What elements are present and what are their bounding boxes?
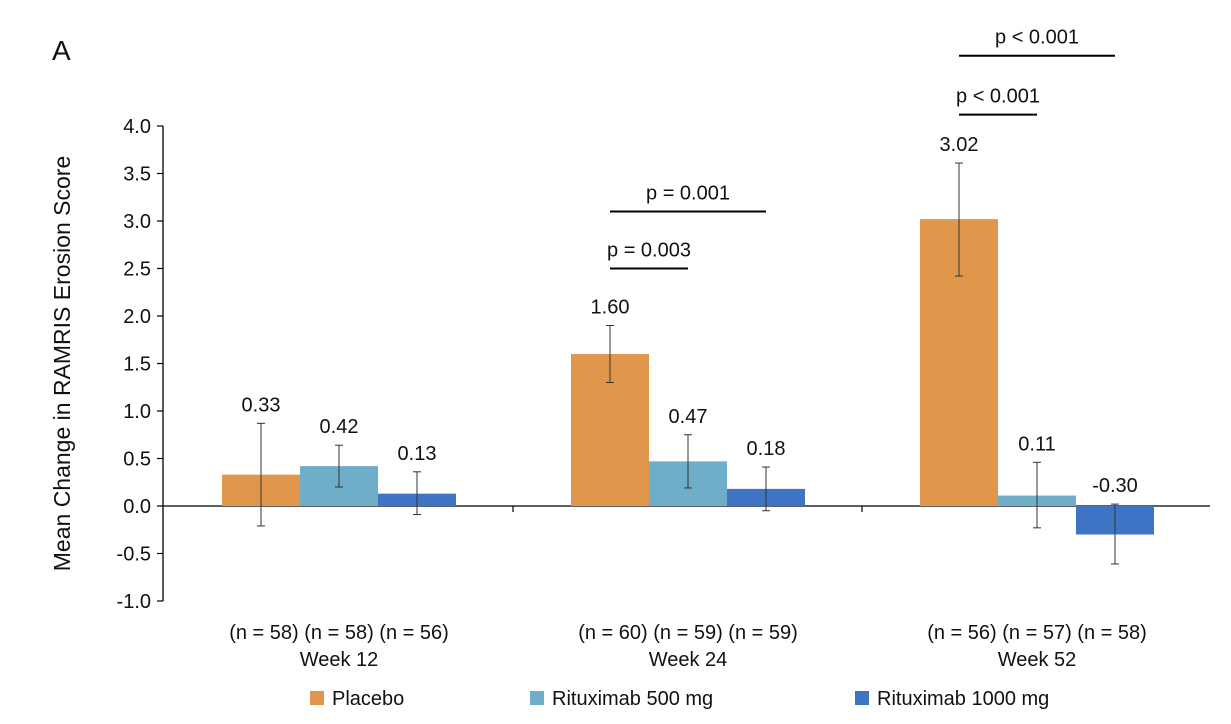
y-tick-label: 4.0 [123,116,151,138]
y-tick-label: 3.0 [123,211,151,233]
data-label: 0.13 [398,443,437,465]
y-tick-label: 1.5 [123,354,151,376]
data-label: 0.33 [242,394,281,416]
data-label: 0.47 [669,406,708,428]
sample-size-label: (n = 60) (n = 59) (n = 59) [578,622,798,644]
panel-label: A [52,35,71,66]
significance-label: p = 0.003 [607,240,691,262]
y-axis-label: Mean Change in RAMRIS Erosion Score [49,156,75,571]
significance-brackets: p = 0.003 p = 0.001 p < 0.001 p < 0.001 [607,27,1115,270]
significance-label: p < 0.001 [956,86,1040,108]
x-tick-label: Week 12 [300,649,379,671]
y-tick-label: 2.5 [123,259,151,281]
legend-label: Rituximab 1000 mg [877,688,1049,710]
y-tick-label: 2.0 [123,306,151,328]
y-tick-label: 0.0 [123,496,151,518]
legend: Placebo Rituximab 500 mg Rituximab 1000 mg [310,688,1049,710]
data-labels: 0.33 1.60 3.02 0.42 0.47 0.11 0.13 0.18 -0.30 [242,134,1138,497]
data-label: 0.11 [1018,433,1055,455]
legend-label: Placebo [332,688,404,710]
data-label: -0.30 [1092,475,1138,497]
y-tick-label: 0.5 [123,449,151,471]
y-tick-label: 3.5 [123,164,151,186]
sample-size-label: (n = 58) (n = 58) (n = 56) [229,622,449,644]
error-bars [257,162,1119,565]
sample-size-label: (n = 56) (n = 57) (n = 58) [927,622,1147,644]
data-label: 0.42 [320,416,359,438]
legend-swatch [855,691,869,705]
y-tick-label: 1.0 [123,401,151,423]
significance-label: p < 0.001 [995,27,1079,49]
data-label: 0.18 [747,438,786,460]
legend-swatch [530,691,544,705]
y-tick-label: -0.5 [117,544,151,566]
x-tick-label: Week 24 [649,649,728,671]
y-tick-label: -1.0 [117,591,151,613]
legend-swatch [310,691,324,705]
data-label: 3.02 [940,134,979,156]
legend-label: Rituximab 500 mg [552,688,713,710]
x-tick-label: Week 52 [998,649,1077,671]
data-label: 1.60 [591,297,630,319]
significance-label: p = 0.001 [646,183,730,205]
x-axis-labels: (n = 58) (n = 58) (n = 56) Week 12 (n = 60… [229,622,1147,671]
